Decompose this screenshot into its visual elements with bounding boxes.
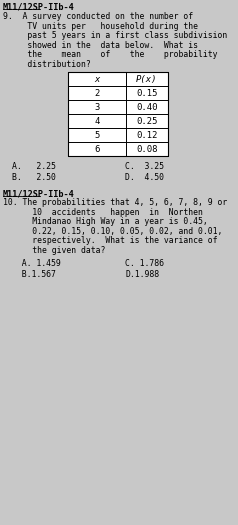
Text: 3: 3	[94, 102, 100, 112]
Text: past 5 years in a first class subdivision: past 5 years in a first class subdivisio…	[3, 31, 227, 40]
Bar	[68, 72, 168, 156]
Text: 5: 5	[94, 131, 100, 140]
Text: 0.40: 0.40	[136, 102, 158, 112]
Text: 2: 2	[94, 89, 100, 98]
Text: B.   2.50: B. 2.50	[12, 173, 56, 182]
Text: A.   2.25: A. 2.25	[12, 162, 56, 171]
Text: 9.  A survey conducted on the number of: 9. A survey conducted on the number of	[3, 12, 193, 21]
Text: respectively.  What is the variance of: respectively. What is the variance of	[3, 236, 218, 245]
Text: the    mean    of    the    probability: the mean of the probability	[3, 50, 218, 59]
Text: C.  3.25: C. 3.25	[125, 162, 164, 171]
Text: 0.25: 0.25	[136, 117, 158, 125]
Text: A. 1.459: A. 1.459	[12, 259, 61, 268]
Text: 0.12: 0.12	[136, 131, 158, 140]
Text: the given data?: the given data?	[3, 246, 105, 255]
Text: TV units per   household during the: TV units per household during the	[3, 22, 198, 30]
Text: 10  accidents   happen  in  Northen: 10 accidents happen in Northen	[3, 208, 203, 217]
Text: Mindanao High Way in a year is 0.45,: Mindanao High Way in a year is 0.45,	[3, 217, 208, 226]
Text: D.  4.50: D. 4.50	[125, 173, 164, 182]
Text: D.1.988: D.1.988	[125, 270, 159, 279]
Text: 4: 4	[94, 117, 100, 125]
Text: P(x): P(x)	[136, 75, 158, 83]
Text: 0.22, 0.15, 0.10, 0.05, 0.02, and 0.01,: 0.22, 0.15, 0.10, 0.05, 0.02, and 0.01,	[3, 227, 222, 236]
Text: 0.15: 0.15	[136, 89, 158, 98]
Text: x: x	[94, 75, 100, 83]
Text: B.1.567: B.1.567	[12, 270, 56, 279]
Text: M11/12SP-IIb-4: M11/12SP-IIb-4	[3, 3, 75, 12]
Text: showed in the  data below.  What is: showed in the data below. What is	[3, 40, 198, 49]
Text: C. 1.786: C. 1.786	[125, 259, 164, 268]
Text: distribution?: distribution?	[3, 60, 91, 69]
Text: 0.08: 0.08	[136, 144, 158, 154]
Text: 10. The probabilities that 4, 5, 6, 7, 8, 9 or: 10. The probabilities that 4, 5, 6, 7, 8…	[3, 198, 227, 207]
Text: 6: 6	[94, 144, 100, 154]
Text: M11/12SP-IIb-4: M11/12SP-IIb-4	[3, 189, 75, 198]
